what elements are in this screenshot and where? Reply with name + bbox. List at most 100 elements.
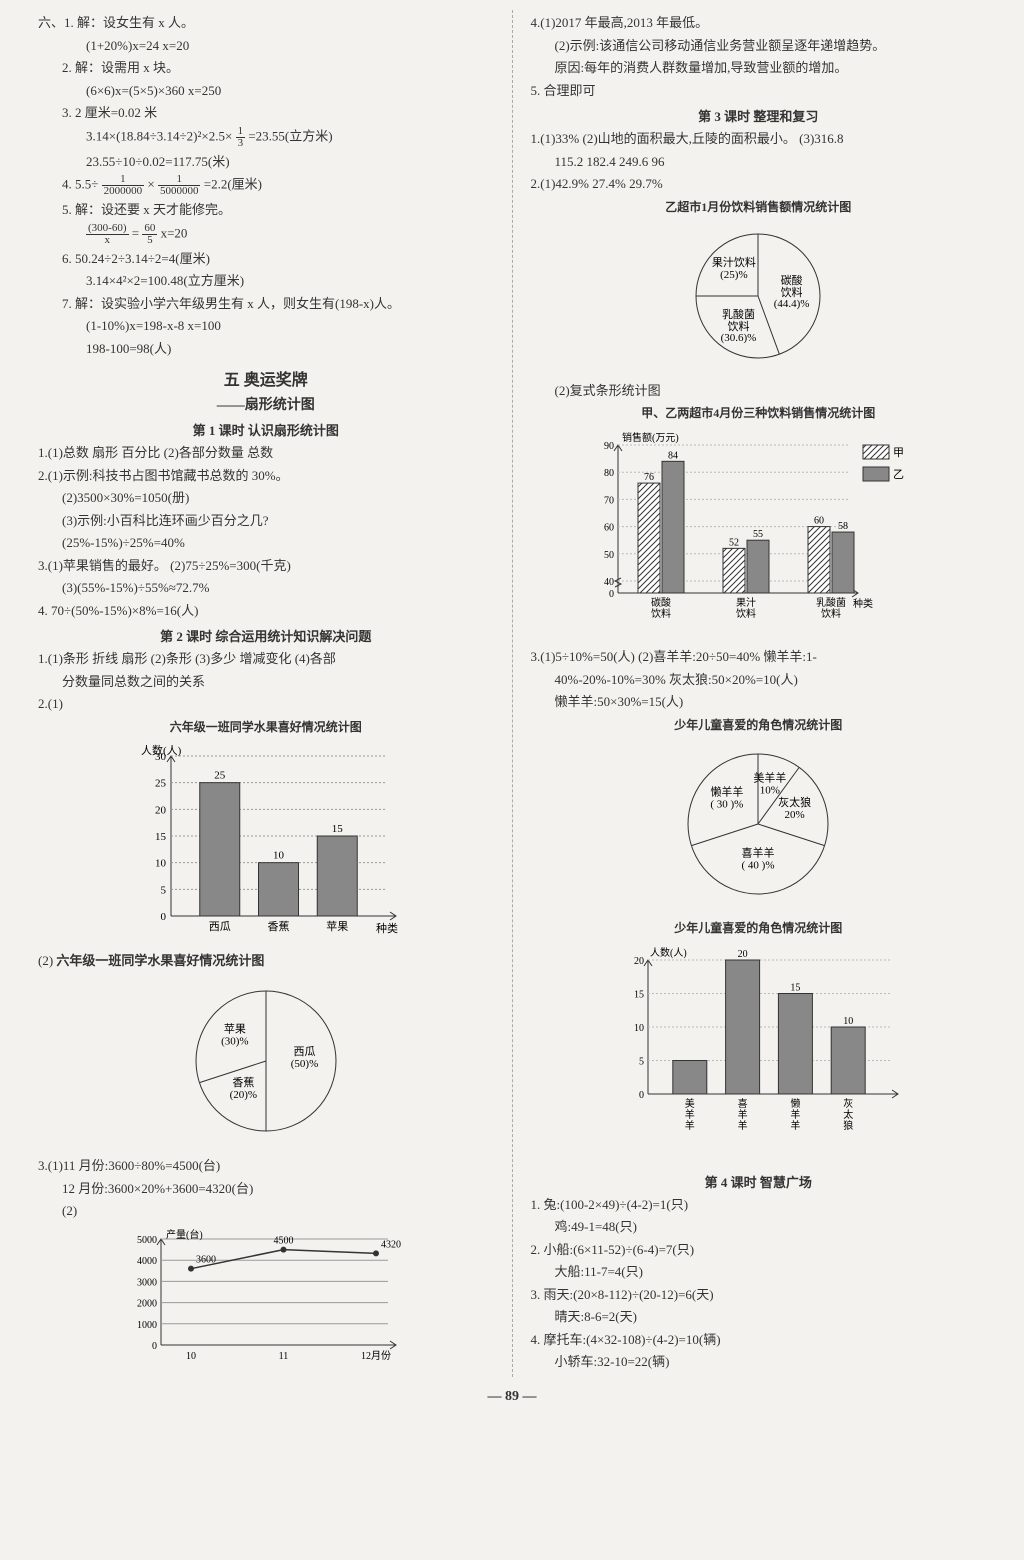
svg-text:饮料: 饮料 (651, 607, 671, 620)
pie-chart-fruit: 西瓜(50)%香蕉(20)%苹果(30)% (38, 976, 494, 1146)
text: 1.(1)总数 扇形 百分比 (2)各部分数量 总数 (38, 443, 494, 463)
svg-text:狼: 狼 (843, 1119, 853, 1132)
text: 4. 摩托车:(4×32-108)÷(4-2)=10(辆) (531, 1330, 987, 1350)
svg-text:5: 5 (160, 884, 166, 896)
svg-text:苹果: 苹果 (224, 1021, 246, 1035)
svg-text:灰: 灰 (843, 1097, 853, 1110)
svg-text:76: 76 (644, 472, 654, 483)
svg-text:产量(台): 产量(台) (166, 1228, 203, 1241)
text: (2)3500×30%=1050(册) (38, 488, 494, 508)
svg-text:20%: 20% (785, 809, 805, 821)
text: 3.(1)5÷10%=50(人) (2)喜羊羊:20÷50=40% 懒羊羊:1- (531, 647, 987, 667)
pie-chart-drinks: 碳酸饮料(44.4)%乳酸菌饮料(30.6)%果汁饮料(25)% (531, 221, 987, 371)
text: 3.14×(18.84÷3.14÷2)²×2.5× (86, 128, 232, 143)
subtitle: ——扇形统计图 (38, 394, 494, 414)
svg-text:10: 10 (843, 1016, 853, 1027)
grouped-bar-chart-drinks: 0405060708090销售额(万元)种类7684碳酸饮料5255果汁饮料60… (531, 427, 987, 637)
svg-text:55: 55 (753, 529, 763, 540)
text: = (132, 225, 139, 240)
text: 原因:每年的消费人群数量增加,导致营业额的增加。 (531, 58, 987, 78)
svg-text:饮料: 饮料 (821, 607, 841, 620)
text: x=20 (161, 225, 188, 240)
svg-text:羊: 羊 (791, 1108, 801, 1121)
text: 1.(1)33% (2)山地的面积最大,丘陵的面积最小。 (3)316.8 (531, 129, 987, 149)
section-title: 五 奥运奖牌 (38, 366, 494, 390)
svg-text:84: 84 (668, 450, 678, 461)
page-number: — 89 — (0, 1389, 1024, 1405)
svg-text:懒羊羊: 懒羊羊 (711, 784, 744, 798)
svg-text:饮料: 饮料 (736, 607, 756, 620)
svg-text:(30)%: (30)% (221, 1035, 249, 1047)
svg-text:15: 15 (332, 823, 344, 835)
text: 3.(1)11 月份:3600÷80%=4500(台) (38, 1156, 494, 1176)
text: 3.14×4²×2=100.48(立方厘米) (38, 271, 494, 291)
svg-text:香蕉: 香蕉 (267, 920, 289, 933)
svg-text:销售额(万元): 销售额(万元) (622, 431, 679, 444)
svg-text:乳酸菌: 乳酸菌 (816, 596, 846, 609)
svg-text:(30.6)%: (30.6)% (721, 331, 757, 343)
svg-text:58: 58 (838, 521, 848, 532)
text: 3.(1)苹果销售的最好。 (2)75÷25%=300(千克) (38, 556, 494, 576)
svg-text:10: 10 (186, 1351, 196, 1362)
fraction: (300-60)x (86, 223, 129, 246)
svg-text:太: 太 (843, 1108, 853, 1121)
svg-text:羊: 羊 (738, 1108, 748, 1121)
text: × (147, 176, 154, 191)
svg-text:(25)%: (25)% (720, 268, 748, 280)
fraction: 605 (142, 223, 157, 246)
text: 198-100=98(人) (38, 339, 494, 359)
bar-chart-characters: 05101520人数(人)美羊羊20喜羊羊15懒羊羊10灰太狼 (531, 942, 987, 1162)
svg-text:20: 20 (634, 956, 644, 967)
svg-text:0: 0 (639, 1090, 644, 1101)
text: 分数量同总数之间的关系 (38, 672, 494, 692)
text: 六、1. 解：设女生有 x 人。 (38, 13, 494, 33)
text: 1.(1)条形 折线 扇形 (2)条形 (3)多少 增减变化 (4)各部 (38, 649, 494, 669)
page: 六、1. 解：设女生有 x 人。 (1+20%)x=24 x=20 2. 解：设… (0, 10, 1024, 1377)
svg-text:饮料: 饮料 (728, 318, 750, 332)
svg-text:4320: 4320 (381, 1239, 401, 1250)
svg-text:羊: 羊 (685, 1119, 695, 1132)
text: 2.(1)42.9% 27.4% 29.7% (531, 174, 987, 194)
text: (2) (38, 1201, 494, 1221)
svg-text:80: 80 (604, 468, 614, 479)
lesson-title: 第 3 课时 整理和复习 (531, 106, 987, 125)
svg-text:40: 40 (604, 577, 614, 588)
svg-text:2000: 2000 (137, 1298, 157, 1309)
text: 1. 兔:(100-2×49)÷(4-2)=1(只) (531, 1195, 987, 1215)
text: 2.(1) (38, 694, 494, 714)
svg-text:(50)%: (50)% (291, 1058, 319, 1070)
svg-text:0: 0 (152, 1341, 157, 1352)
svg-text:15: 15 (791, 982, 801, 993)
svg-text:10: 10 (273, 849, 285, 861)
svg-text:(20)%: (20)% (229, 1089, 257, 1101)
text: (2)复式条形统计图 (531, 381, 987, 401)
text: (3)示例:小百科比连环画少百分之几? (38, 511, 494, 531)
svg-text:灰太狼: 灰太狼 (778, 795, 811, 809)
text: (1-10%)x=198-x-8 x=100 (38, 316, 494, 336)
chart-title: 乙超市1月份饮料销售额情况统计图 (531, 198, 987, 215)
svg-text:羊: 羊 (791, 1119, 801, 1132)
left-column: 六、1. 解：设女生有 x 人。 (1+20%)x=24 x=20 2. 解：设… (20, 10, 513, 1377)
chart-title: 少年儿童喜爱的角色情况统计图 (531, 919, 987, 936)
svg-text:15: 15 (155, 831, 167, 843)
svg-text:4000: 4000 (137, 1256, 157, 1267)
svg-text:苹果: 苹果 (326, 919, 348, 933)
text: 3.14×(18.84÷3.14÷2)²×2.5× 13 =23.55(立方米) (38, 126, 494, 149)
svg-text:10%: 10% (760, 784, 780, 796)
text: (2)示例:该通信公司移动通信业务营业额呈逐年递增趋势。 (531, 36, 987, 56)
svg-text:种类: 种类 (376, 921, 398, 935)
fraction: 15000000 (158, 174, 201, 197)
text: 晴天:8-6=2(天) (531, 1307, 987, 1327)
line-chart-production: 010002000300040005000产量(台)36001045001143… (38, 1227, 494, 1367)
svg-text:25: 25 (155, 777, 167, 789)
text: (300-60)x = 605 x=20 (38, 223, 494, 246)
svg-text:10: 10 (634, 1023, 644, 1034)
svg-text:60: 60 (604, 523, 614, 534)
text: 2. 小船:(6×11-52)÷(6-4)=7(只) (531, 1240, 987, 1260)
text: 懒羊羊:50×30%=15(人) (531, 692, 987, 712)
text: 2.(1)示例:科技书占图书馆藏书总数的 30%。 (38, 466, 494, 486)
svg-text:乳酸菌: 乳酸菌 (722, 306, 755, 320)
svg-text:70: 70 (604, 495, 614, 506)
text: (3)(55%-15%)÷55%≈72.7% (38, 578, 494, 598)
svg-text:0: 0 (160, 911, 166, 923)
